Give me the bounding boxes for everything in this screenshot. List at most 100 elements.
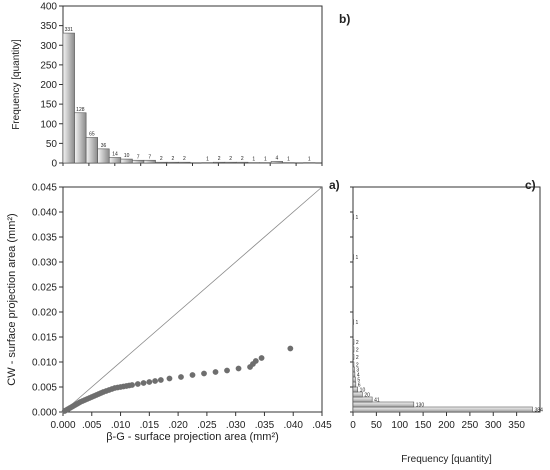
x-tick-label-a: .040: [283, 420, 303, 431]
data-point: [129, 382, 135, 388]
y-axis-label-a: CW - surface projection area (mm²): [6, 213, 18, 385]
bar-value-label-b: 1: [252, 157, 255, 163]
x-tick-label-c: 200: [438, 420, 455, 431]
histogram-bar-b: [303, 162, 316, 164]
data-point: [224, 367, 230, 374]
data-point: [134, 381, 141, 387]
histogram-bar-c: [352, 376, 356, 383]
bar-value-label-b: 1: [308, 157, 311, 163]
data-point: [178, 374, 184, 380]
bar-value-label-c: 3: [356, 368, 359, 374]
y-axis-label-b: Frequency [quantity]: [11, 39, 22, 130]
histogram-bar-b: [178, 161, 191, 164]
bar-value-label-c: 2: [356, 348, 359, 354]
y-tick-label-b: 300: [40, 41, 57, 52]
histogram-bar-b: [108, 157, 122, 164]
histogram-bar-c: [352, 346, 355, 353]
y-tick-label-a: 0.030: [32, 258, 57, 269]
histogram-c: 0 50 100 150 200 250 300 3503841304120106543222…: [350, 186, 544, 465]
data-point: [189, 372, 196, 378]
bar-value-label-b: 2: [241, 156, 244, 162]
y-tick-label-a: 0.035: [32, 233, 57, 244]
bar-value-label-c: 10: [360, 388, 366, 394]
bar-value-label-b: 2: [171, 156, 174, 162]
x-tick-label-a: .005: [82, 420, 102, 431]
x-axis-label-c: Frequency [quantity]: [401, 454, 492, 465]
bar-value-label-b: 1: [206, 157, 209, 163]
x-tick-label-c: 300: [485, 420, 502, 431]
histogram-bar-b: [270, 161, 283, 164]
histogram-bar-b: [143, 159, 156, 164]
histogram-bar-b: [85, 137, 98, 164]
bar-value-label-c: 2: [356, 340, 359, 346]
panel-label-c: c): [525, 178, 536, 192]
y-tick-label-b: 250: [40, 60, 57, 71]
data-point: [212, 369, 219, 375]
histogram-bar-c: [352, 254, 354, 260]
bar-value-label-c: 130: [416, 403, 425, 409]
histogram-bar-c: [352, 371, 356, 378]
histogram-bar-b: [155, 161, 168, 164]
histogram-bar-b: [213, 161, 226, 164]
data-point: [152, 378, 158, 384]
plot-frame-c: [352, 186, 541, 413]
histogram-bar-c: [352, 354, 355, 360]
scatter-plot-a: 0.000 0.005 0.010 0.015 0.020 0.025 0.030 0.035…: [6, 183, 332, 444]
y-tick-label-b: 350: [40, 21, 57, 32]
y-tick-label-a: 0.005: [32, 383, 57, 394]
histogram-bar-b: [224, 161, 237, 164]
histogram-bar-b: [201, 162, 214, 164]
bar-value-label-b: 1: [287, 157, 290, 163]
data-point: [146, 379, 153, 385]
bar-value-label-c: 2: [356, 363, 359, 369]
y-tick-label-a: 0.040: [32, 208, 57, 219]
bar-value-label-b: 36: [101, 143, 107, 149]
y-tick-label-a: 0.010: [32, 358, 57, 369]
bar-value-label-b: 65: [89, 131, 95, 137]
data-point: [252, 358, 259, 364]
histogram-bar-b: [120, 158, 133, 164]
x-tick-label-a: .030: [226, 420, 246, 431]
histogram-bar-b: [132, 159, 145, 164]
panel-label-b: b): [339, 12, 350, 26]
data-point: [166, 375, 173, 382]
histogram-bar-b: [236, 161, 249, 164]
plot-frame-b: [62, 5, 323, 164]
y-tick-label-a: 0.020: [32, 308, 57, 319]
plot-frame-a: [62, 186, 323, 413]
bar-value-label-c: 5: [357, 378, 360, 384]
histogram-bar-c: [352, 406, 533, 413]
bar-value-label-b: 2: [229, 156, 232, 162]
y-tick-label-b: 0: [51, 159, 57, 170]
histogram-bar-b: [247, 162, 260, 164]
histogram-bar-c: [352, 366, 355, 373]
y-tick-label-a: 0.045: [32, 183, 57, 194]
bar-value-label-c: 1: [355, 320, 358, 326]
y-tick-label-a: 0.000: [32, 408, 57, 419]
histogram-bar-c: [352, 319, 354, 325]
x-tick-label-c: 150: [415, 420, 432, 431]
bar-value-label-c: 1: [355, 255, 358, 261]
x-axis-label-a: β-G - surface projection area (mm²): [106, 431, 279, 443]
bar-value-label-b: 7: [148, 154, 151, 160]
bar-value-label-c: 384: [535, 408, 544, 414]
reference-line-y-equals-x: [62, 186, 323, 413]
bar-value-label-c: 2: [356, 355, 359, 361]
histogram-bar-c: [352, 339, 355, 345]
histogram-bar-b: [166, 161, 179, 164]
y-tick-label-b: 200: [40, 80, 57, 91]
x-tick-label-c: 350: [508, 420, 525, 431]
y-tick-label-b: 50: [46, 139, 58, 150]
bar-value-label-b: 14: [112, 152, 118, 158]
y-tick-label-b: 150: [40, 100, 57, 111]
panel-label-a: a): [329, 178, 340, 192]
bar-value-label-c: 1: [355, 215, 358, 221]
histogram-bar-b: [282, 162, 295, 164]
x-tick-label-c: 50: [371, 420, 383, 431]
histogram-bar-b: [74, 112, 87, 164]
y-tick-label-a: 0.025: [32, 283, 57, 294]
bar-value-label-c: 20: [364, 393, 370, 399]
bar-value-label-b: 7: [137, 154, 140, 160]
data-point: [140, 380, 147, 386]
